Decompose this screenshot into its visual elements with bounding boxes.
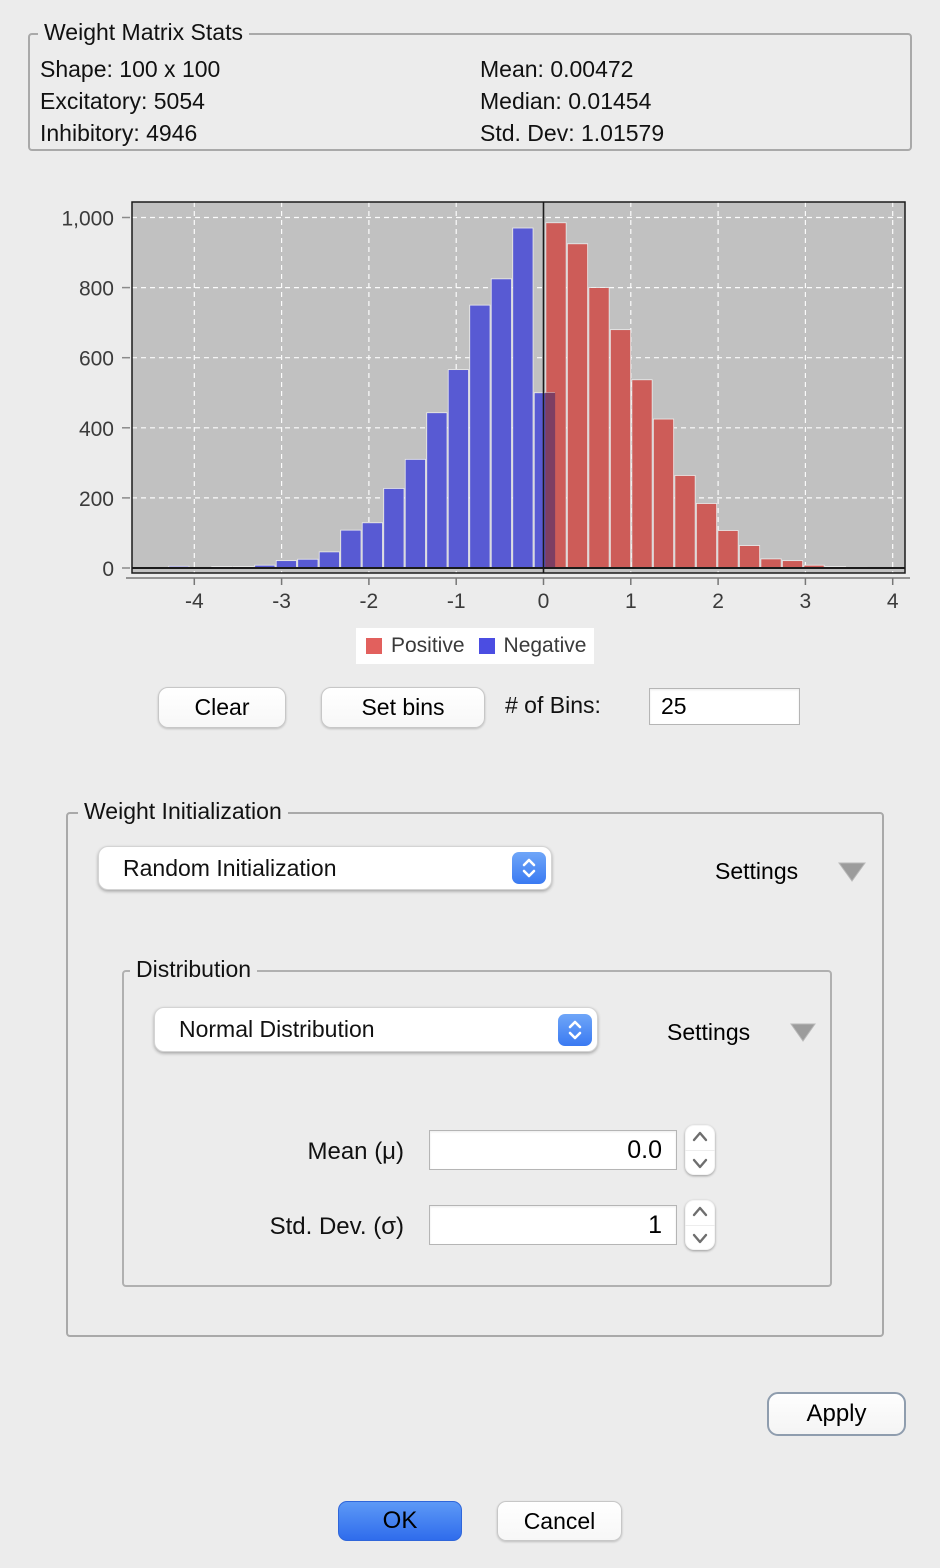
negative-bar <box>361 522 383 569</box>
y-tick-label: 600 <box>79 348 114 371</box>
negative-bar <box>469 304 491 569</box>
init-method-dropdown[interactable]: Random Initialization <box>98 846 552 890</box>
set-bins-button-label: Set bins <box>361 694 445 720</box>
stat-stddev: Std. Dev: 1.01579 <box>480 120 665 146</box>
chart-legend: Positive Negative <box>356 628 594 664</box>
positive-bar <box>566 243 589 569</box>
stat-excitatory: Excitatory: 5054 <box>40 88 205 114</box>
histogram-chart: 0 200 400 600 800 1,000 -4 -3 -2 -1 0 1 2 3 4 <box>61 201 910 613</box>
clear-button[interactable]: Clear <box>158 687 286 728</box>
positive-bar <box>695 503 718 569</box>
positive-bar <box>781 560 804 569</box>
negative-bar <box>404 458 426 569</box>
std-dev-input[interactable]: 1 <box>429 1205 677 1245</box>
positive-legend-label: Positive <box>391 634 465 657</box>
std-dev-value: 1 <box>648 1210 662 1239</box>
distribution-group: Distribution Normal Distribution Setting… <box>122 956 832 1287</box>
set-bins-button[interactable]: Set bins <box>321 687 485 728</box>
positive-legend-swatch <box>366 638 382 654</box>
weight-matrix-stats-group: Weight Matrix Stats Shape: 100 x 100 Exc… <box>28 19 912 151</box>
x-tick-label: -2 <box>360 590 379 613</box>
y-tick-label: 800 <box>79 278 114 301</box>
y-tick-label: 200 <box>79 488 114 511</box>
std-dev-label: Std. Dev. (σ) <box>269 1213 404 1240</box>
distribution-settings-label: Settings <box>667 1019 751 1045</box>
negative-legend-label: Negative <box>503 634 587 657</box>
distribution-title: Distribution <box>130 956 258 983</box>
stat-mean: Mean: 0.00472 <box>480 56 634 82</box>
negative-bar <box>447 369 469 569</box>
mean-label: Mean (μ) <box>307 1138 404 1165</box>
positive-bar <box>760 558 782 569</box>
x-tick-label: -1 <box>447 590 466 613</box>
positive-bar <box>631 379 653 569</box>
positive-bar <box>588 287 610 569</box>
x-tick-label: 3 <box>800 590 812 613</box>
distribution-value: Normal Distribution <box>179 1016 375 1042</box>
weight-initialization-title: Weight Initialization <box>78 798 288 825</box>
stat-shape: Shape: 100 x 100 <box>40 56 221 82</box>
x-tick-label: 2 <box>712 590 724 613</box>
x-tick-label: 0 <box>538 590 550 613</box>
init-settings-label: Settings <box>715 858 799 884</box>
y-tick-label: 0 <box>102 558 114 581</box>
stepper-up-icon <box>692 1206 708 1217</box>
positive-bar <box>674 475 696 569</box>
negative-bar <box>275 560 297 569</box>
distribution-settings-disclosure-icon[interactable] <box>790 1023 816 1047</box>
dropdown-chevrons-icon <box>512 852 546 884</box>
clear-button-label: Clear <box>194 694 250 720</box>
y-tick-label: 400 <box>79 418 114 441</box>
stepper-down-icon <box>692 1158 708 1169</box>
bins-count-label: # of Bins: <box>505 692 601 718</box>
ok-button-label: OK <box>382 1507 418 1534</box>
positive-bar <box>652 418 675 569</box>
negative-legend-swatch <box>478 638 495 654</box>
std-dev-stepper[interactable] <box>685 1200 715 1250</box>
x-tick-label: 1 <box>625 590 637 613</box>
dropdown-chevrons-icon <box>558 1013 592 1046</box>
negative-bar <box>426 412 448 569</box>
overlap-bar <box>545 392 556 568</box>
negative-bar <box>490 278 512 569</box>
y-tick-label: 1,000 <box>61 208 114 231</box>
cancel-button[interactable]: Cancel <box>497 1501 622 1541</box>
mean-value: 0.0 <box>627 1135 662 1164</box>
stat-inhibitory: Inhibitory: 4946 <box>40 120 198 146</box>
x-tick-label: -4 <box>185 590 204 613</box>
stat-median: Median: 0.01454 <box>480 88 652 114</box>
negative-bar <box>318 551 340 569</box>
negative-bar <box>512 227 534 569</box>
negative-bar <box>383 488 405 569</box>
ok-button[interactable]: OK <box>338 1501 462 1541</box>
mean-stepper[interactable] <box>685 1125 715 1175</box>
weight-matrix-stats-title: Weight Matrix Stats <box>38 19 249 46</box>
weight-initialization-group: Weight Initialization Random Initializat… <box>66 798 884 1337</box>
x-tick-label: -3 <box>272 590 291 613</box>
init-method-value: Random Initialization <box>123 854 337 881</box>
distribution-dropdown[interactable]: Normal Distribution <box>154 1007 598 1052</box>
mean-input[interactable]: 0.0 <box>429 1130 677 1170</box>
stepper-up-icon <box>692 1131 708 1142</box>
apply-button[interactable]: Apply <box>767 1392 906 1436</box>
negative-bar <box>340 529 362 569</box>
init-settings-disclosure-icon[interactable] <box>838 862 866 887</box>
bins-count-value: 25 <box>661 693 687 719</box>
cancel-button-label: Cancel <box>523 1507 596 1534</box>
stepper-down-icon <box>692 1233 708 1244</box>
plot-border <box>131 201 906 574</box>
negative-bar <box>297 558 319 569</box>
bins-count-input[interactable]: 25 <box>649 688 800 725</box>
x-tick-label: 4 <box>887 590 899 613</box>
apply-button-label: Apply <box>806 1400 867 1427</box>
positive-bar <box>717 530 739 569</box>
positive-bar <box>609 329 632 569</box>
positive-bar <box>738 545 761 569</box>
